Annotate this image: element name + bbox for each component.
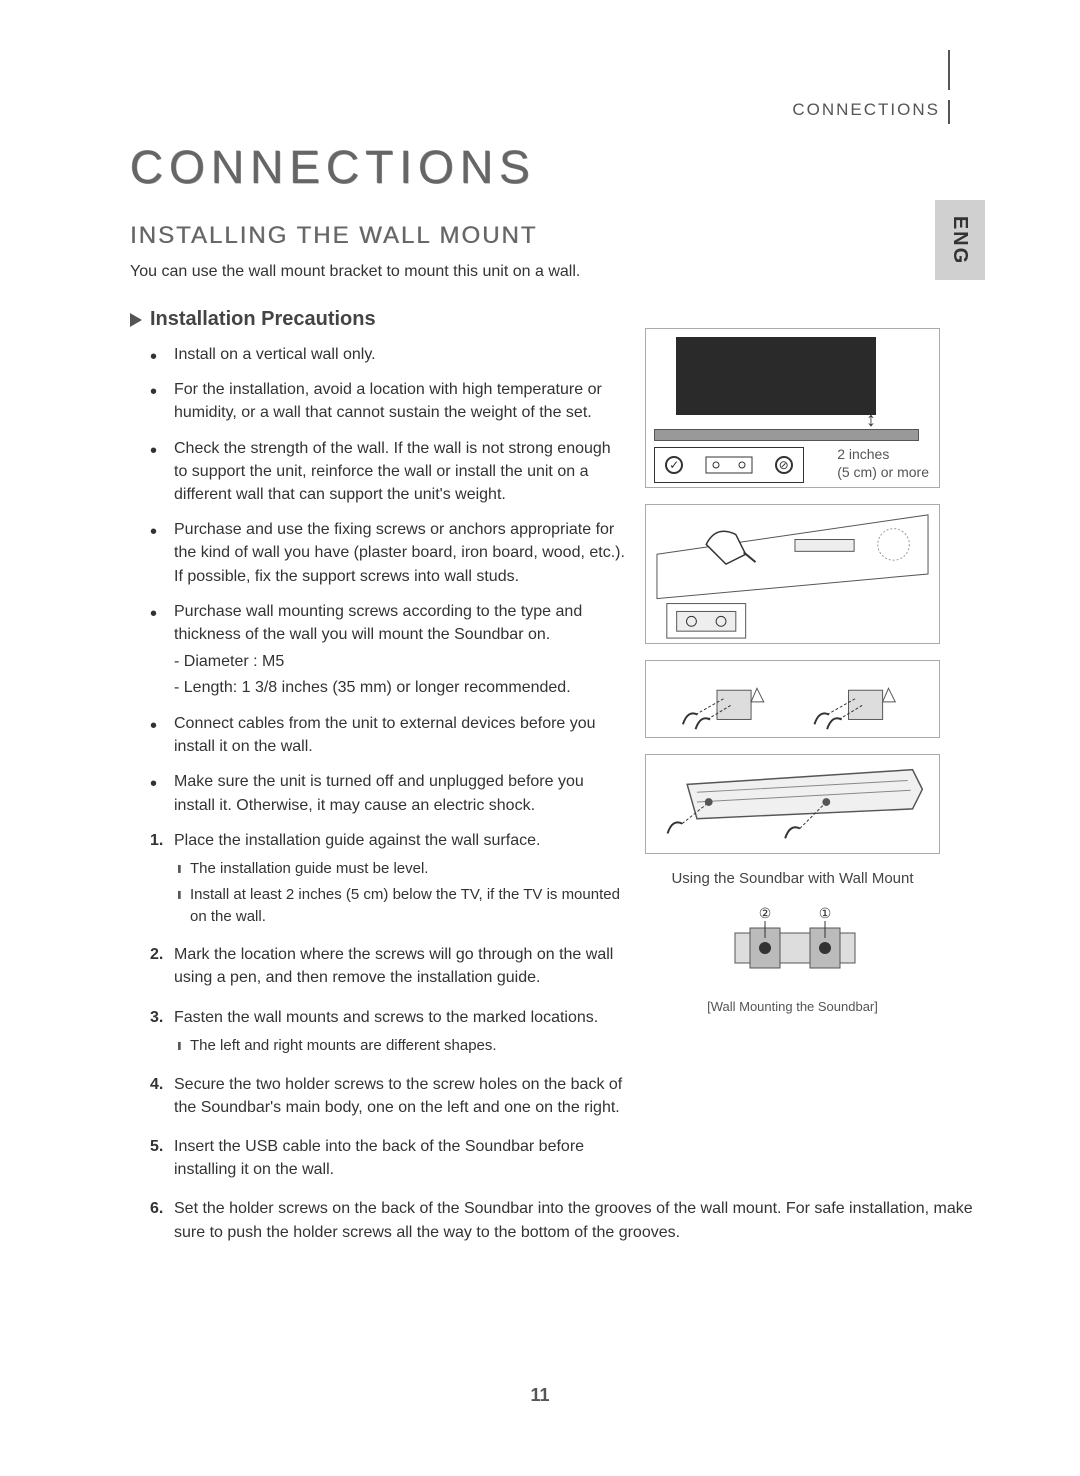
step-item: Place the installation guide against the… (150, 829, 625, 927)
list-item: Install on a vertical wall only. (150, 343, 625, 366)
section-title: INSTALLING THE WALL MOUNT (130, 222, 980, 250)
svg-text:②: ② (759, 905, 772, 921)
spec-length: - Length: 1 3/8 inches (35 mm) or longer… (174, 676, 625, 700)
figure-wall-mounting: ② ① (645, 893, 940, 983)
header-section-label: CONNECTIONS (792, 100, 950, 124)
step-item: Fasten the wall mounts and screws to the… (150, 1006, 625, 1057)
step-text: Mark the location where the screws will … (174, 946, 613, 986)
list-item-text: Purchase wall mounting screws according … (174, 603, 582, 643)
language-tab-text: ENG (949, 215, 972, 264)
step-text: Insert the USB cable into the back of th… (174, 1138, 584, 1178)
precautions-list: Install on a vertical wall only. For the… (130, 343, 625, 817)
figure-soundbar-screws (645, 754, 940, 854)
distance-label: 2 inches (5 cm) or more (837, 445, 929, 481)
step-sub: Install at least 2 inches (5 cm) below t… (176, 884, 625, 928)
label-line1: 2 inches (837, 446, 889, 462)
svg-text:①: ① (819, 905, 832, 921)
step-number: 6. (150, 1197, 163, 1220)
triangle-icon (130, 313, 142, 327)
step6-container: 6. Set the holder screws on the back of … (130, 1197, 980, 1243)
step-item: 6. Set the holder screws on the back of … (150, 1197, 980, 1243)
list-item: Make sure the unit is turned off and unp… (150, 770, 625, 816)
page-number: 11 (530, 1385, 549, 1406)
list-item: Purchase and use the fixing screws or an… (150, 518, 625, 588)
bracket-icon (704, 455, 754, 475)
figure-tv-distance: ↕ ✓ ⊘ 2 inches (5 cm) or more (645, 328, 940, 488)
no-icon: ⊘ (775, 456, 793, 474)
list-item: Check the strength of the wall. If the w… (150, 437, 625, 507)
list-item: Purchase wall mounting screws according … (150, 600, 625, 700)
step-text: Set the holder screws on the back of the… (174, 1200, 973, 1240)
label-line2: (5 cm) or more (837, 464, 929, 480)
right-column: ↕ ✓ ⊘ 2 inches (5 cm) or more (645, 308, 940, 1197)
tv-graphic (676, 337, 876, 415)
step-sub: The installation guide must be level. (176, 858, 625, 880)
step-text: Place the installation guide against the… (174, 832, 540, 849)
figure-marking (645, 504, 940, 644)
figure-screws (645, 660, 940, 738)
list-item: For the installation, avoid a location w… (150, 378, 625, 424)
sub-heading: Installation Precautions (130, 308, 625, 331)
list-item: Connect cables from the unit to external… (150, 712, 625, 758)
steps-list: Place the installation guide against the… (130, 829, 625, 1182)
left-column: Installation Precautions Install on a ve… (130, 308, 625, 1197)
step-text: Fasten the wall mounts and screws to the… (174, 1009, 598, 1026)
step-sub: The left and right mounts are different … (176, 1035, 625, 1057)
language-tab: ENG (935, 200, 985, 280)
bracket-detail: ✓ ⊘ (654, 447, 804, 483)
step-text: Secure the two holder screws to the scre… (174, 1076, 622, 1116)
caption-using: Using the Soundbar with Wall Mount (645, 870, 940, 887)
soundbar-graphic (654, 429, 919, 441)
step-item: Insert the USB cable into the back of th… (150, 1135, 625, 1181)
page-title: CONNECTIONS (130, 140, 980, 194)
intro-text: You can use the wall mount bracket to mo… (130, 260, 980, 284)
caption-wall: [Wall Mounting the Soundbar] (645, 999, 940, 1014)
sub-heading-text: Installation Precautions (150, 308, 376, 331)
spec-diameter: - Diameter : M5 (174, 650, 625, 674)
step-item: Secure the two holder screws to the scre… (150, 1073, 625, 1119)
check-icon: ✓ (665, 456, 683, 474)
step-item: Mark the location where the screws will … (150, 943, 625, 989)
top-divider (948, 50, 950, 90)
